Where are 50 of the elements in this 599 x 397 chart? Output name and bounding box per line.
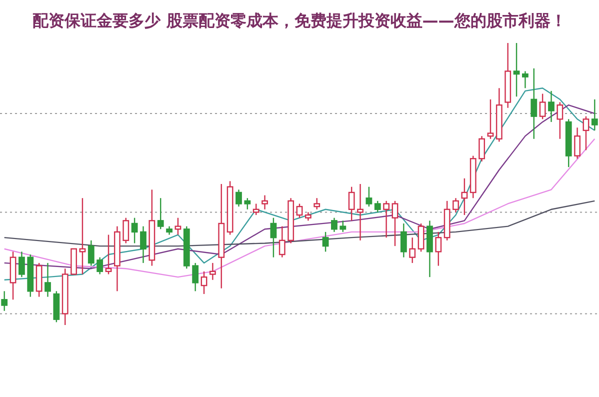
candlestick bbox=[1, 290, 8, 312]
candlestick bbox=[383, 200, 390, 238]
candlestick bbox=[122, 217, 130, 244]
candlestick bbox=[96, 256, 104, 275]
candlestick bbox=[522, 70, 528, 89]
candlestick bbox=[574, 127, 580, 160]
candlestick bbox=[513, 42, 520, 98]
candlestick bbox=[340, 220, 346, 233]
candlestick bbox=[591, 98, 598, 132]
candlestick bbox=[461, 178, 468, 216]
candlestick bbox=[192, 262, 199, 292]
candlestick bbox=[209, 262, 216, 280]
candlestick bbox=[131, 217, 138, 244]
candlestick bbox=[252, 203, 260, 216]
candlestick bbox=[157, 198, 164, 230]
candlestick bbox=[478, 135, 486, 162]
candlestick bbox=[296, 203, 303, 218]
candlestick bbox=[262, 194, 268, 210]
candlestick bbox=[400, 222, 407, 258]
candlestick bbox=[487, 98, 494, 140]
candlestick bbox=[88, 240, 94, 266]
candlestick bbox=[79, 198, 86, 275]
candlestick bbox=[244, 198, 251, 210]
candlestick bbox=[314, 198, 320, 210]
candlestick bbox=[548, 90, 554, 123]
candlestick bbox=[174, 217, 182, 236]
candlestick bbox=[539, 93, 546, 120]
candlestick bbox=[582, 116, 590, 151]
candlestick bbox=[392, 200, 398, 247]
candlestick bbox=[530, 68, 538, 140]
candlestick bbox=[357, 183, 364, 241]
candlestick bbox=[366, 186, 372, 208]
candlestick bbox=[200, 270, 208, 295]
candlestick bbox=[322, 231, 329, 252]
candlestick bbox=[270, 217, 277, 258]
candlestick bbox=[105, 234, 112, 275]
candlestick bbox=[140, 226, 146, 264]
candlestick bbox=[278, 226, 286, 258]
candlestick bbox=[44, 262, 51, 298]
candlestick bbox=[556, 102, 564, 140]
candlestick bbox=[435, 231, 442, 266]
candlestick bbox=[348, 186, 355, 222]
candlestick bbox=[331, 217, 338, 233]
candlestick bbox=[18, 251, 25, 278]
candlestick bbox=[374, 200, 381, 213]
chart-title: 配资保证金要多少 股票配资零成本，免费提升投资收益——您的股市利器！ bbox=[32, 10, 568, 32]
candlestick bbox=[452, 198, 459, 213]
candlestick bbox=[236, 189, 242, 208]
candlestick bbox=[418, 222, 424, 252]
candlestick bbox=[409, 236, 416, 264]
